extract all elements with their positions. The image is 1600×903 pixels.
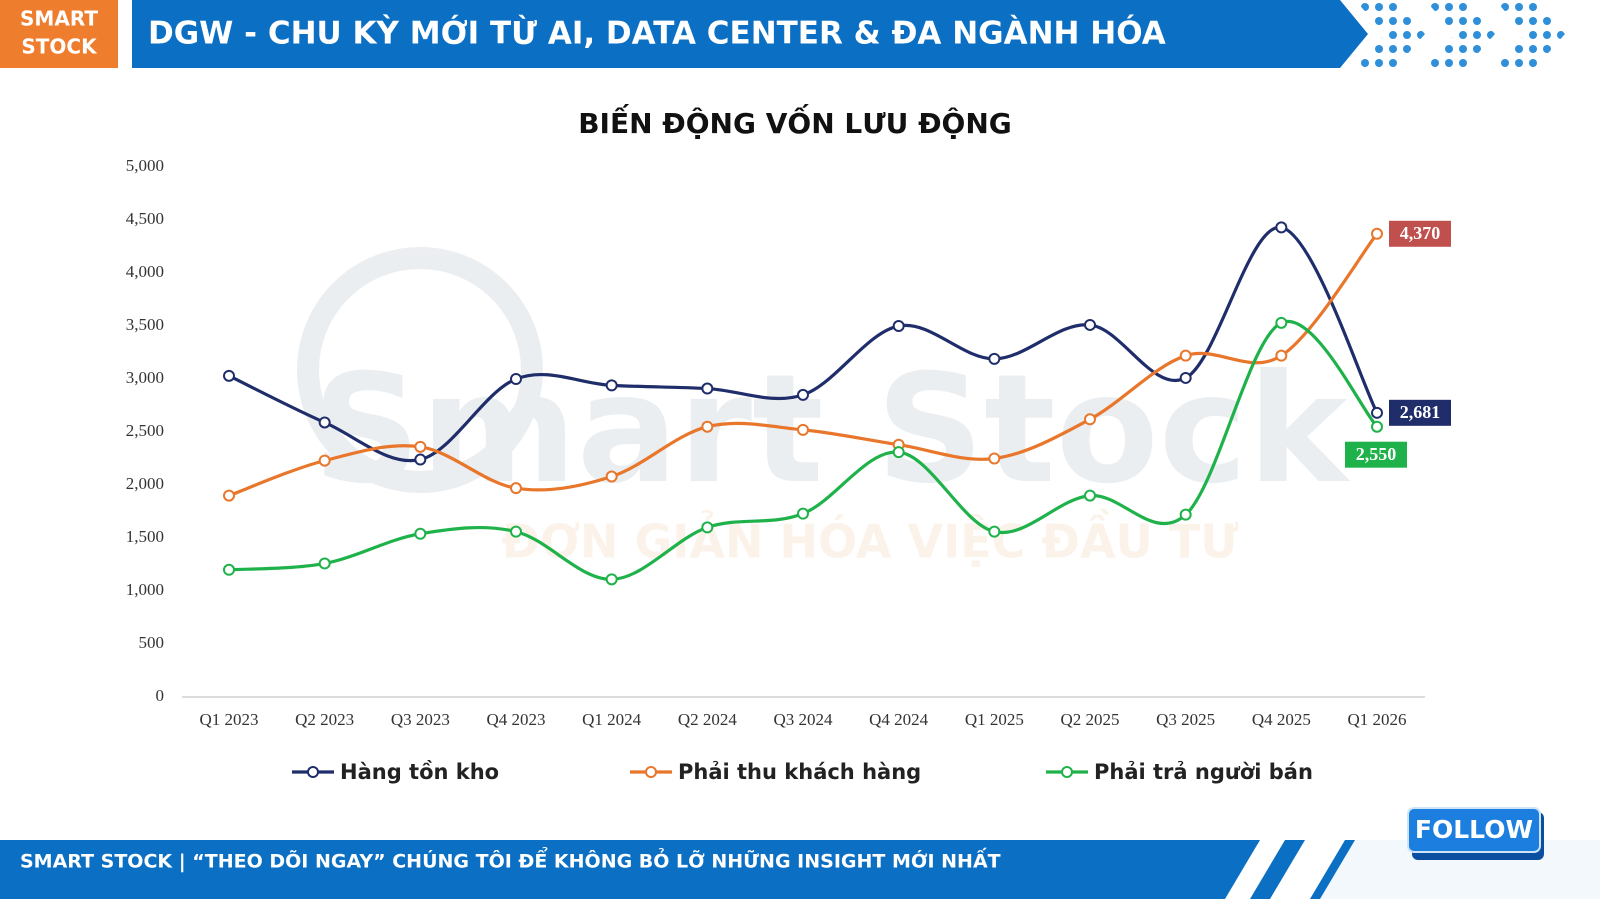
point [414,527,427,540]
point [1084,318,1096,331]
x-tick-label: Q1 2025 [965,710,1024,729]
x-tick-label: Q4 2023 [486,710,545,729]
x-tick-label: Q3 2025 [1156,710,1215,729]
point [223,563,235,576]
x-tick-label: Q4 2024 [869,710,929,729]
header-title: DGW - CHU KỲ MỚI TỪ AI, DATA CENTER & ĐA… [148,15,1166,52]
point [605,470,618,483]
point [892,446,905,459]
watermark-slogan: ĐƠN GIẢN HÓA VIỆC ĐẦU TƯ [501,509,1239,569]
point [701,382,714,395]
x-tick-label: Q2 2023 [295,710,354,729]
point [892,320,905,332]
y-tick-label: 1,500 [126,527,164,546]
y-tick-label: 500 [139,633,165,652]
y-tick-label: 3,500 [126,315,164,334]
point [988,525,1001,538]
point [414,440,427,453]
y-tick-label: 0 [156,686,165,705]
legend-label: Hàng tồn kho [340,760,499,784]
value-label-box [1389,220,1451,247]
follow-button[interactable]: FOLLOW [1407,807,1544,860]
point [414,453,427,466]
logo-text: SMART [20,7,98,31]
point [510,525,522,538]
x-tick-label: Q2 2025 [1060,710,1119,729]
point [318,416,331,429]
plot: 0 500 1,000 1,500 2,000 2,500 3,000 3,500 4,000 4… [126,156,1451,784]
legend-marker [1061,766,1073,778]
value-label-box [1345,441,1407,468]
point [318,557,331,570]
logo-text: STOCK [21,35,98,59]
x-tick-label: Q2 2024 [678,710,738,729]
point [223,369,235,382]
chart-title: BIẾN ĐỘNG VỐN LƯU ĐỘNG [578,102,1012,140]
value-label: 4,370 [1400,223,1441,243]
value-label-box [1389,399,1451,426]
y-tick-label: 3,000 [126,368,164,387]
point [1179,349,1192,362]
point [1179,508,1192,521]
y-tick-label: 2,500 [126,421,164,440]
value-label: 2,681 [1400,402,1441,422]
value-label: 2,550 [1356,444,1397,464]
y-tick-label: 5,000 [126,156,164,175]
legend-label: Phải thu khách hàng [678,760,921,784]
point [1179,371,1192,384]
point [1084,413,1096,426]
point [1084,489,1096,502]
point [1275,349,1288,362]
point [605,573,618,586]
point [1371,420,1383,433]
y-tick-label: 4,000 [126,262,164,281]
point [223,489,235,502]
series-line [228,319,1379,581]
x-tick-label: Q1 2024 [582,710,642,729]
point [318,454,331,467]
logo-box [0,0,118,68]
legend-marker [307,766,319,778]
x-tick-label: Q3 2024 [773,710,833,729]
point [605,379,618,392]
point [701,420,714,433]
header-banner [132,0,1368,68]
point [1371,406,1383,419]
x-tick-label: Q3 2023 [391,710,450,729]
follow-label[interactable]: FOLLOW [1415,815,1533,844]
point [510,373,522,385]
legend-marker [645,766,657,778]
header-decoration [1355,0,1565,68]
x-tick-label: Q1 2023 [199,710,258,729]
x-tick-label: Q1 2026 [1347,710,1406,729]
point [988,452,1001,465]
point [1275,316,1288,329]
watermark: Smart Stock ĐƠN GIẢN HÓA VIỆC ĐẦU TƯ [297,247,1351,569]
point [988,352,1001,365]
point [797,423,809,436]
x-tick-label: Q4 2025 [1252,710,1311,729]
watermark-name: Smart Stock [313,343,1351,517]
footer-text: SMART STOCK | “THEO DÕI NGAY” CHÚNG TÔI … [20,847,1001,873]
point [797,388,809,401]
point [1371,227,1383,240]
point [510,482,522,495]
y-tick-label: 2,000 [126,474,164,493]
y-tick-label: 4,500 [126,209,164,228]
y-tick-label: 1,000 [126,580,164,599]
legend-label: Phải trả người bán [1094,760,1313,784]
point [797,507,809,520]
point [701,521,714,534]
point [1275,221,1288,234]
